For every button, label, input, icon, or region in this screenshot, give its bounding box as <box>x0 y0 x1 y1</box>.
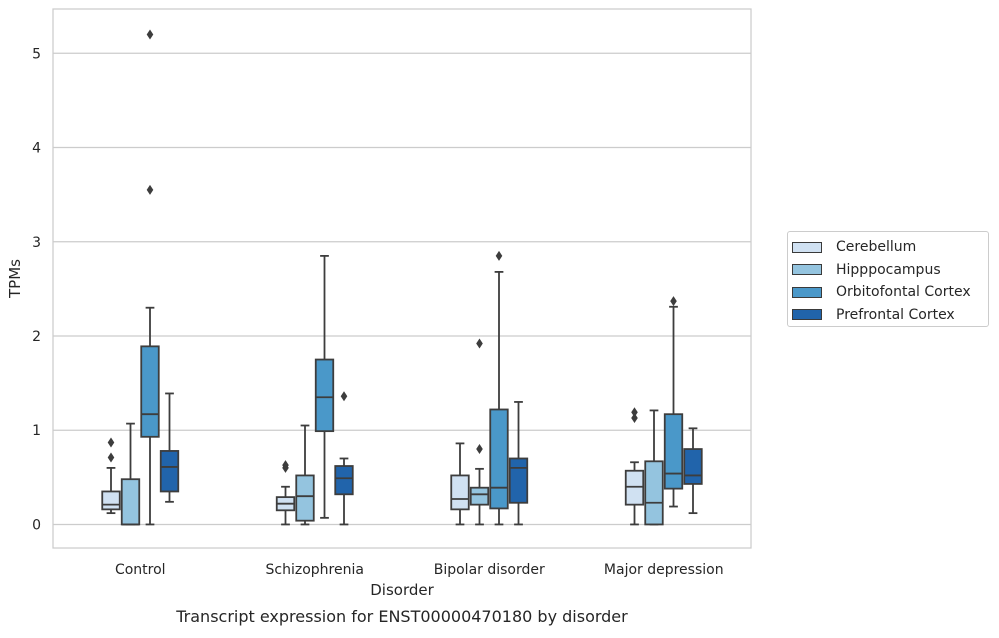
box-hipppocampus-major-depression <box>644 409 664 526</box>
outlier-point <box>146 29 154 40</box>
box-cerebellum-bipolar-disorder <box>450 442 470 526</box>
box-iqr <box>314 358 335 433</box>
box-cerebellum-major-depression <box>624 407 645 526</box>
x-tick-labels: Control Schizophrenia Bipolar disorder Majo… <box>115 562 724 578</box>
box-orbitofontal-cortex-schizophrenia <box>314 254 335 519</box>
box-orbitofontal-cortex-bipolar-disorder <box>489 250 509 526</box>
legend: Cerebellum Hipppocampus Orbitofontal Corte… <box>787 231 989 327</box>
outlier-point <box>107 452 115 463</box>
x-tick-label: Major depression <box>604 562 724 578</box>
box-hipppocampus-control <box>120 422 141 526</box>
legend-item: Prefrontal Cortex <box>792 304 988 327</box>
y-tick-label: 3 <box>32 235 41 251</box>
box-iqr <box>159 450 180 493</box>
outlier-point <box>340 391 348 402</box>
y-tick-label: 5 <box>32 46 41 62</box>
legend-label: Prefrontal Cortex <box>836 306 955 323</box>
x-axis-label: Disorder <box>370 581 434 599</box>
box-iqr <box>663 413 684 490</box>
legend-label: Hipppocampus <box>836 261 941 278</box>
x-tick-label: Bipolar disorder <box>434 562 545 578</box>
y-tick-label: 2 <box>32 329 41 345</box>
x-tick-label: Schizophrenia <box>266 562 364 578</box>
box-iqr <box>469 486 490 506</box>
chart-title: Transcript expression for ENST0000047018… <box>175 607 628 626</box>
outlier-point <box>495 250 503 261</box>
box-prefrontal-cortex-schizophrenia <box>334 391 354 526</box>
outlier-point <box>476 444 483 455</box>
legend-label: Cerebellum <box>836 239 917 256</box>
box-cerebellum-schizophrenia <box>275 460 296 526</box>
box-iqr <box>624 469 645 506</box>
box-prefrontal-cortex-major-depression <box>683 427 703 515</box>
box-orbitofontal-cortex-control <box>140 29 160 526</box>
legend-swatch <box>792 309 822 321</box>
y-axis-label: TPMs <box>6 259 24 299</box>
legend-item: Orbitofontal Cortex <box>792 281 988 304</box>
box-iqr <box>334 465 354 496</box>
box-iqr <box>295 474 315 522</box>
box-marks <box>101 29 703 526</box>
outlier-point <box>631 412 638 423</box>
outlier-point <box>282 460 289 471</box>
box-iqr <box>508 457 529 504</box>
outlier-point <box>107 437 115 448</box>
box-iqr <box>489 408 509 510</box>
outlier-point <box>476 338 483 349</box>
legend-item: Hipppocampus <box>792 259 988 282</box>
plot-frame <box>52 8 752 549</box>
box-prefrontal-cortex-control <box>159 392 180 503</box>
legend-swatch <box>792 241 822 253</box>
y-tick-label: 1 <box>32 423 41 439</box>
legend-item: Cerebellum <box>792 236 988 259</box>
box-cerebellum-control <box>101 437 121 515</box>
legend-label: Orbitofontal Cortex <box>836 284 971 301</box>
x-tick-label: Control <box>115 562 166 578</box>
outlier-point <box>631 407 638 418</box>
grid-lines <box>53 52 751 526</box>
box-hipppocampus-bipolar-disorder <box>469 338 490 526</box>
y-tick-label: 0 <box>32 517 41 533</box>
outlier-point <box>146 184 154 195</box>
y-tick-label: 4 <box>32 141 41 157</box>
box-iqr <box>450 474 470 511</box>
box-orbitofontal-cortex-major-depression <box>663 296 684 508</box>
legend-swatch <box>792 286 822 298</box>
box-prefrontal-cortex-bipolar-disorder <box>508 401 529 526</box>
box-iqr <box>140 345 160 438</box>
box-iqr <box>683 448 703 485</box>
box-hipppocampus-schizophrenia <box>295 424 315 526</box>
y-tick-labels: 0 1 2 3 4 5 <box>32 46 41 533</box>
box-iqr <box>644 460 664 526</box>
box-iqr <box>120 478 141 526</box>
box-iqr <box>101 490 121 511</box>
outlier-point <box>670 296 677 307</box>
legend-swatch <box>792 264 822 276</box>
